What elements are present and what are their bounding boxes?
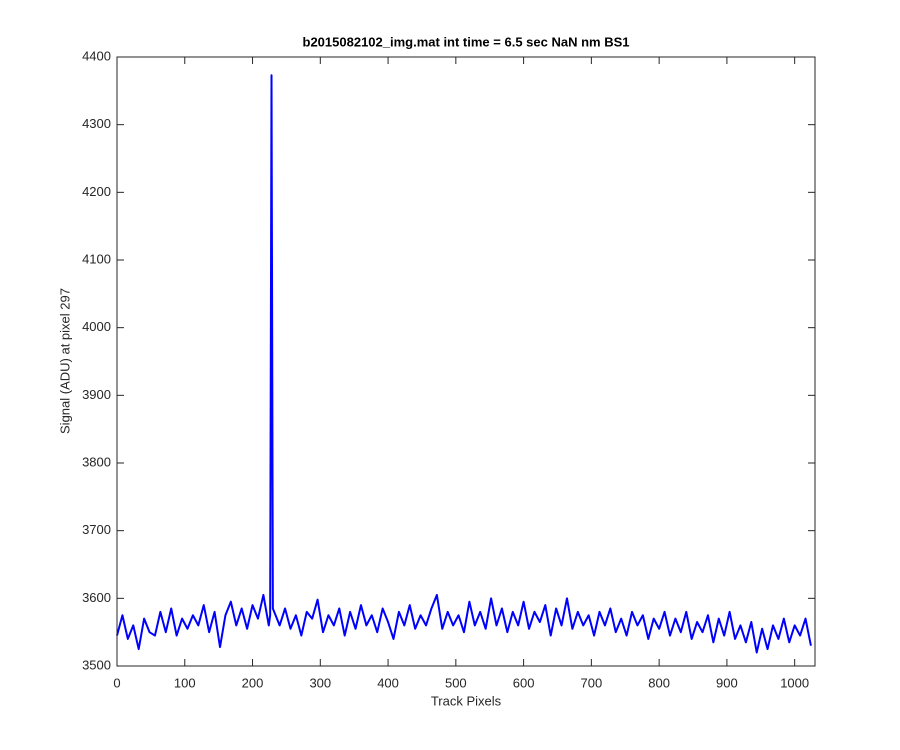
y-tick-label: 3800: [82, 454, 111, 469]
x-tick-label: 900: [716, 675, 738, 690]
x-tick-label: 100: [174, 675, 196, 690]
chart-title: b2015082102_img.mat int time = 6.5 sec N…: [303, 34, 630, 49]
y-tick-label: 3500: [82, 657, 111, 672]
y-tick-label: 3600: [82, 590, 111, 605]
y-tick-label: 3900: [82, 387, 111, 402]
x-axis-label: Track Pixels: [431, 693, 502, 708]
y-tick-label: 4000: [82, 319, 111, 334]
x-tick-label: 400: [377, 675, 399, 690]
y-tick-label: 4400: [82, 48, 111, 63]
x-tick-label: 600: [513, 675, 535, 690]
x-tick-label: 0: [113, 675, 120, 690]
plot-frame: [116, 56, 816, 667]
y-axis-label: Signal (ADU) at pixel 297: [57, 288, 72, 434]
x-tick-label: 800: [648, 675, 670, 690]
x-tick-label: 1000: [780, 675, 809, 690]
y-tick-label: 4300: [82, 116, 111, 131]
y-tick-label: 3700: [82, 522, 111, 537]
y-tick-label: 4200: [82, 184, 111, 199]
x-tick-label: 700: [581, 675, 603, 690]
data-line: [116, 74, 812, 654]
x-tick-label: 500: [445, 675, 467, 690]
x-tick-label: 200: [242, 675, 264, 690]
x-tick-label: 300: [309, 675, 331, 690]
y-tick-label: 4100: [82, 251, 111, 266]
